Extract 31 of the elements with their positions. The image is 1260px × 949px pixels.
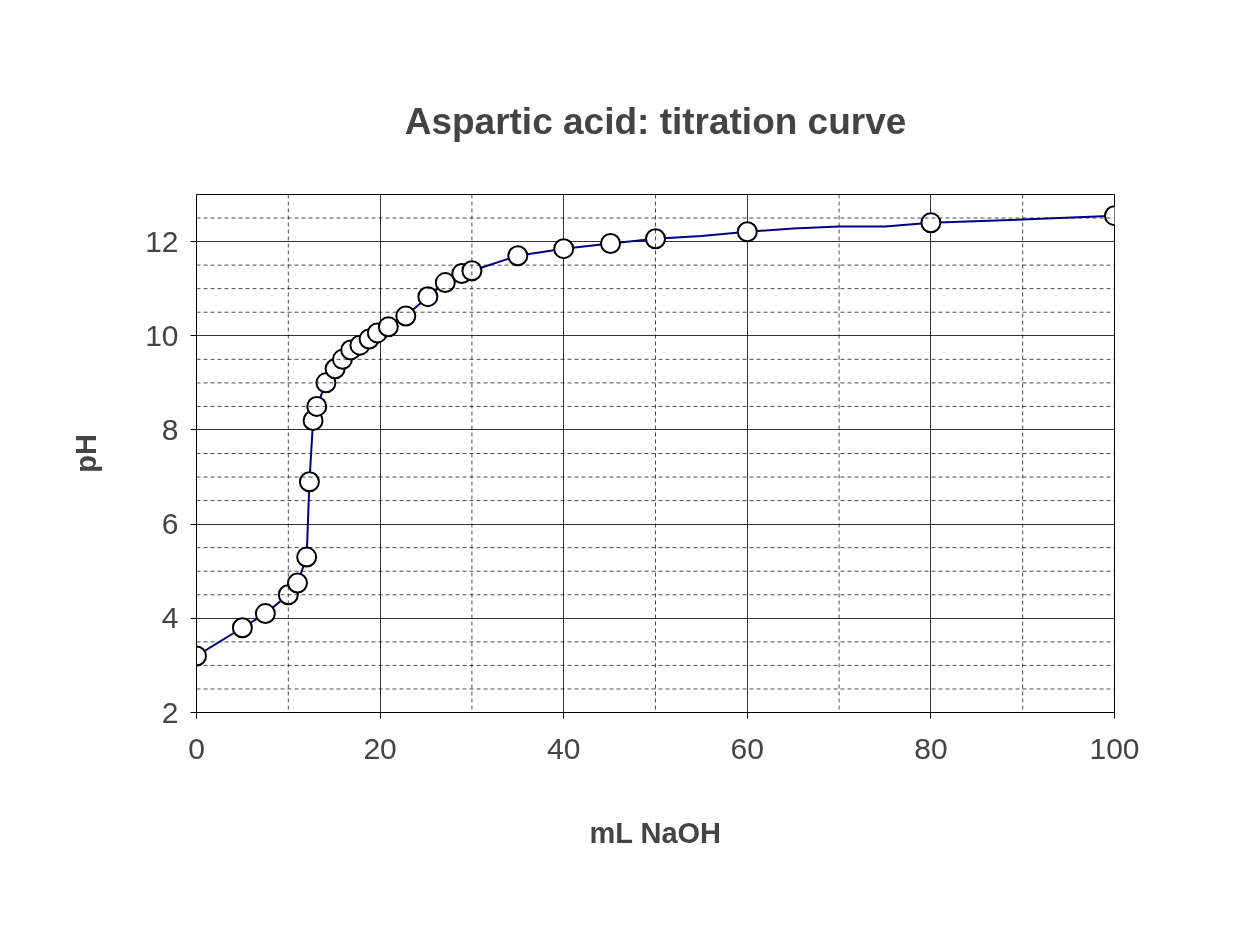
x-axis-title: mL NaOH xyxy=(589,816,722,849)
y-axis-title: pH xyxy=(70,434,103,473)
point xyxy=(736,221,758,243)
point xyxy=(286,572,308,594)
y-tick-label: 6 xyxy=(161,507,179,541)
y-tick-label: 12 xyxy=(145,224,179,258)
point xyxy=(298,471,320,493)
y-tick-label: 8 xyxy=(161,412,179,446)
y-tick-label: 4 xyxy=(161,601,179,635)
x-tick-label: 100 xyxy=(1089,731,1140,765)
point xyxy=(377,316,399,338)
x-tick-label: 40 xyxy=(547,731,581,765)
point xyxy=(507,245,529,267)
point xyxy=(553,238,575,260)
point xyxy=(600,232,622,254)
x-tick-label: 80 xyxy=(914,731,948,765)
point xyxy=(395,305,417,327)
point xyxy=(645,228,666,250)
point xyxy=(231,617,253,639)
point xyxy=(306,395,328,417)
point xyxy=(920,212,942,234)
point xyxy=(417,286,439,308)
x-tick-label: 20 xyxy=(363,731,397,765)
point xyxy=(296,546,318,568)
point xyxy=(254,603,276,625)
y-tick-label: 2 xyxy=(161,695,179,729)
y-tick-label: 10 xyxy=(145,318,179,352)
x-tick-label: 60 xyxy=(730,731,764,765)
x-tick-label: 0 xyxy=(188,731,205,765)
point xyxy=(434,272,456,294)
chart-title: Aspartic acid: titration curve xyxy=(404,101,907,142)
